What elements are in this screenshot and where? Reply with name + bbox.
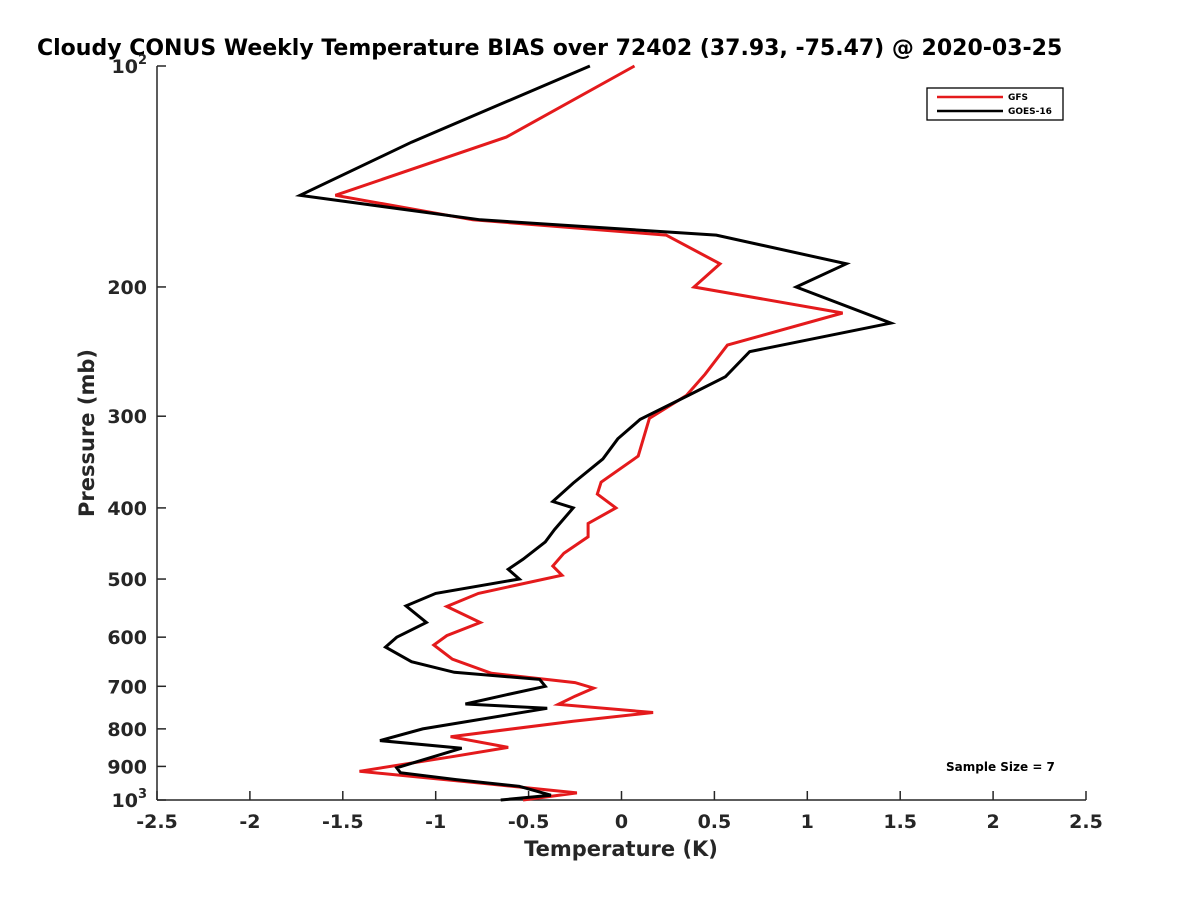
y-tick-label: 300 [107,406,147,428]
y-tick-label: 800 [107,719,147,741]
legend: GFS GOES-16 [926,87,1064,121]
series-layer [294,64,897,802]
x-tick-label: -2.5 [136,811,178,833]
y-tick-label: 102 [112,53,148,78]
y-tick-label: 103 [112,787,148,812]
x-ticks: -2.5 -2 -1.5 -1 -0.5 0 0.5 1 1.5 2 2.5 [136,791,1103,833]
legend-box [926,87,1064,121]
y-tick-label: 200 [107,277,147,299]
x-tick-label: 0.5 [698,811,732,833]
plot-area: -2.5 -2 -1.5 -1 -0.5 0 0.5 1 1.5 2 2.5 102 200 300 40… [107,53,1103,833]
y-tick-label: 500 [107,569,147,591]
x-tick-label: -1 [425,811,446,833]
y-tick-label: 400 [107,498,147,520]
y-tick-label: 600 [107,627,147,649]
x-tick-label: 2 [986,811,999,833]
x-axis-label: Temperature (K) [524,837,718,861]
sample-size-annotation: Sample Size = 7 [946,760,1055,774]
x-tick-label: -0.5 [508,811,550,833]
y-ticks: 102 200 300 400 500 600 700 800 900 103 [107,53,166,812]
y-axis-label: Pressure (mb) [75,349,99,517]
x-tick-label: 1.5 [883,811,917,833]
x-tick-label: -2 [239,811,260,833]
series-line-gfs [334,64,844,802]
x-tick-label: 2.5 [1069,811,1103,833]
chart-title: Cloudy CONUS Weekly Temperature BIAS ove… [37,36,1062,61]
x-tick-label: -1.5 [322,811,364,833]
legend-label: GOES-16 [1008,107,1052,117]
y-tick-label: 900 [107,756,147,778]
x-tick-label: 0 [615,811,628,833]
series-line-goes-16 [294,64,897,802]
legend-label: GFS [1008,93,1028,103]
x-tick-label: 1 [801,811,814,833]
y-tick-label: 700 [107,676,147,698]
